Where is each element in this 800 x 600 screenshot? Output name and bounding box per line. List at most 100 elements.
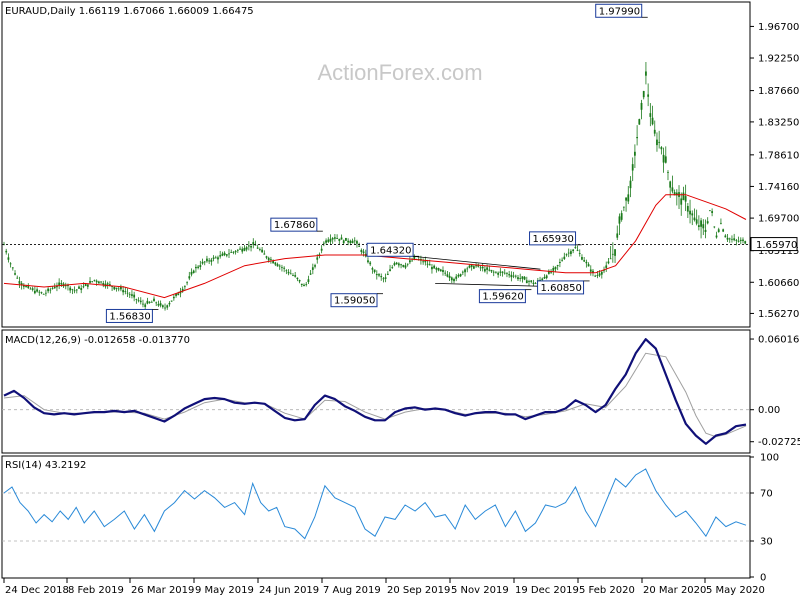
candle-body <box>686 206 689 212</box>
x-tick-label: 19 Dec 2019 <box>515 585 579 596</box>
candle-body <box>274 262 277 265</box>
candle-body <box>583 260 586 262</box>
candle-body <box>181 288 184 292</box>
candle-body <box>424 260 427 263</box>
candle-body <box>565 254 568 256</box>
candle-body <box>594 275 597 277</box>
candle-body <box>629 180 632 189</box>
candle-body <box>97 281 100 284</box>
candle-body <box>14 273 16 275</box>
candle-body <box>728 238 731 240</box>
candle-body <box>413 256 416 260</box>
candle-body <box>228 253 230 255</box>
price-annotation-label: 1.65930 <box>533 234 574 245</box>
candle-body <box>375 274 378 276</box>
candle-body <box>166 305 169 308</box>
candle-body <box>241 248 244 252</box>
candle-body <box>620 213 623 220</box>
candle-body <box>146 300 149 304</box>
candle-body <box>126 292 129 294</box>
macd-title: MACD(12,26,9) -0.012658 -0.013770 <box>5 335 190 346</box>
candle-body <box>122 290 125 293</box>
candle-body <box>71 289 74 291</box>
x-tick-label: 7 Aug 2019 <box>323 585 381 596</box>
candle-body <box>221 253 224 256</box>
candle-body <box>223 252 226 256</box>
candle-body <box>25 285 27 287</box>
candle-body <box>261 249 263 253</box>
candle-body <box>510 274 513 278</box>
candle-body <box>287 271 290 274</box>
candle-body <box>658 141 661 143</box>
candle-body <box>267 257 270 261</box>
price-annotation-label: 1.56830 <box>109 311 150 322</box>
candle-body <box>554 266 557 270</box>
candle-body <box>490 269 493 272</box>
candle-body <box>596 275 599 276</box>
candle-body <box>563 256 566 259</box>
candle-body <box>247 245 250 247</box>
candle-body <box>656 139 658 146</box>
candle-body <box>380 276 383 278</box>
candle-body <box>314 265 316 267</box>
candle-body <box>263 253 266 255</box>
price-annotation-box <box>529 231 577 246</box>
candle-body <box>713 226 716 228</box>
candle-body <box>517 277 519 280</box>
x-tick-label: 20 Sep 2019 <box>387 585 450 596</box>
candle-body <box>481 266 484 269</box>
candle-body <box>514 275 517 277</box>
candle-body <box>265 256 268 258</box>
candle-body <box>470 264 473 267</box>
candle-body <box>230 252 233 253</box>
candle-body <box>353 240 356 242</box>
candle-body <box>607 261 610 264</box>
candle-body <box>172 296 175 299</box>
candle-body <box>7 257 10 260</box>
candle-body <box>647 94 650 97</box>
candle-body <box>603 270 605 272</box>
candle-body <box>550 272 552 274</box>
candle-body <box>570 251 572 254</box>
candle-body <box>589 269 592 272</box>
price-tick-label: 1.65115 <box>758 246 799 257</box>
rsi-line <box>3 468 747 540</box>
candle-body <box>285 270 288 272</box>
candle-body <box>689 210 691 215</box>
candle-body <box>640 102 643 110</box>
candle-body <box>131 294 133 296</box>
candle-body <box>316 257 319 260</box>
candle-body <box>697 225 700 228</box>
candle-body <box>195 266 197 269</box>
candle-body <box>737 240 740 242</box>
candle-body <box>744 241 747 244</box>
candle-body <box>400 264 402 266</box>
candle-body <box>574 247 577 249</box>
candle-body <box>395 262 398 265</box>
candle-body <box>530 280 533 282</box>
candle-body <box>120 286 122 290</box>
candle-body <box>722 229 725 232</box>
current-price-box <box>750 237 798 252</box>
price-annotation-box <box>478 289 526 304</box>
candle-body <box>108 284 111 286</box>
candle-body <box>40 292 43 294</box>
candle-body <box>720 222 722 224</box>
candle-body <box>439 269 442 272</box>
price-annotation-label: 1.59050 <box>334 296 375 307</box>
candle-body <box>592 270 594 273</box>
moving-average-line <box>3 194 747 299</box>
candle-body <box>631 164 634 171</box>
candle-body <box>700 220 702 227</box>
candle-body <box>192 270 195 273</box>
candle-body <box>735 239 738 241</box>
candle-body <box>111 286 113 287</box>
candle-body <box>232 251 235 253</box>
candle-body <box>33 290 36 294</box>
candle-body <box>483 269 486 272</box>
rsi-lines <box>3 468 747 540</box>
candle-body <box>649 113 652 117</box>
candle-body <box>611 253 614 255</box>
candle-body <box>512 275 515 277</box>
candle-body <box>256 247 259 249</box>
